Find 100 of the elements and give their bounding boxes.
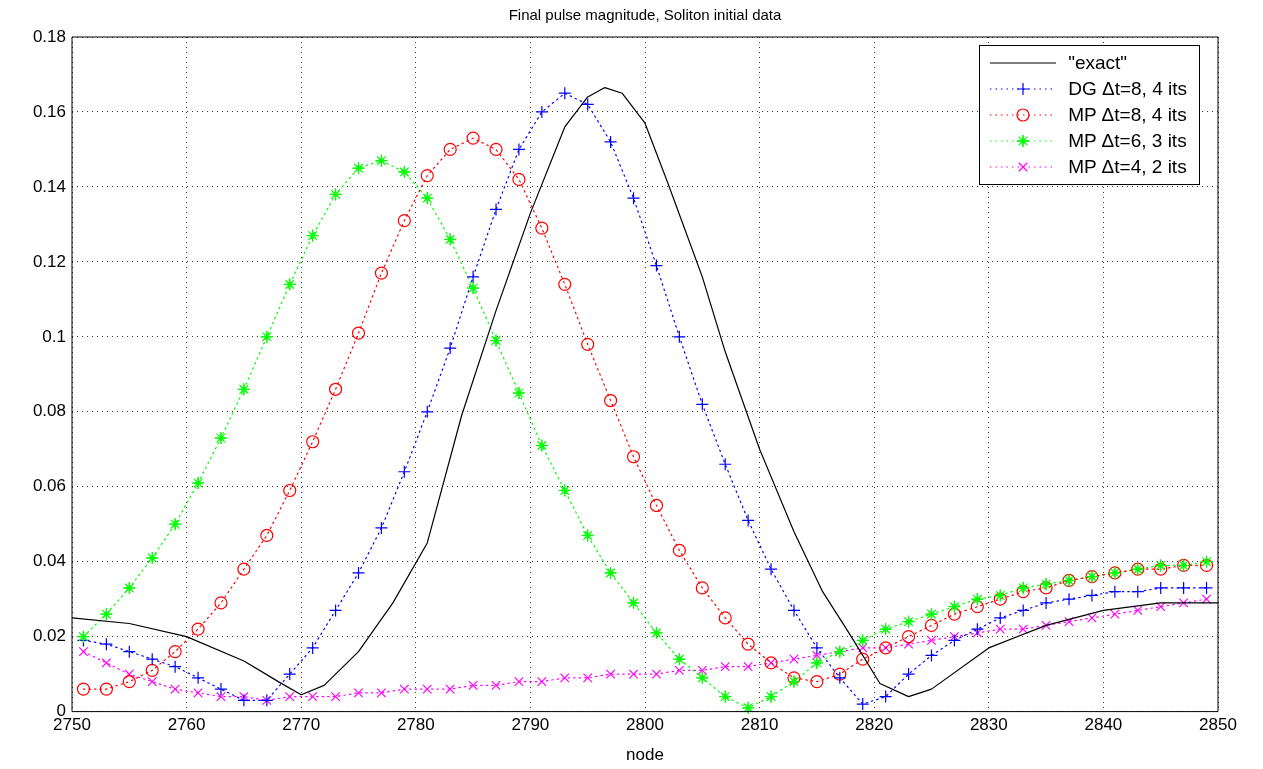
point [191, 622, 205, 636]
point [1041, 620, 1051, 631]
point [239, 691, 249, 702]
point [168, 517, 182, 531]
point [672, 330, 686, 344]
point [947, 607, 962, 621]
point [558, 86, 572, 100]
point [284, 691, 295, 702]
point [191, 476, 205, 490]
point [283, 483, 297, 498]
point [397, 214, 411, 228]
point [351, 566, 366, 580]
point [1064, 616, 1074, 627]
point [1131, 585, 1145, 599]
point [764, 690, 778, 704]
point [879, 690, 893, 704]
point [558, 277, 572, 291]
point [445, 684, 456, 694]
point [351, 326, 366, 340]
point [649, 259, 664, 273]
point [972, 628, 983, 638]
point [993, 592, 1007, 606]
point [901, 667, 916, 681]
point [306, 229, 320, 243]
point [122, 581, 136, 595]
point [1177, 581, 1191, 595]
point [926, 635, 937, 646]
point [468, 680, 478, 691]
point [924, 648, 939, 662]
point [604, 393, 618, 408]
point [924, 618, 939, 632]
point [718, 690, 732, 704]
point [672, 652, 686, 666]
x-tick-label: 2840 [1084, 715, 1123, 735]
point [168, 660, 182, 674]
point [397, 465, 411, 479]
point [718, 611, 732, 625]
point [237, 693, 251, 707]
point [605, 669, 616, 679]
point [925, 607, 938, 621]
point [330, 691, 341, 702]
point [491, 680, 501, 691]
point [191, 671, 205, 685]
point [995, 624, 1006, 634]
point [857, 643, 868, 653]
y-tick-label: 0.06 [32, 476, 66, 496]
point [649, 626, 663, 640]
point [76, 682, 91, 696]
legend-label: DG Δt=8, 4 its [1068, 78, 1187, 100]
point [970, 622, 984, 636]
point [101, 658, 112, 668]
point [833, 671, 847, 685]
point [1199, 558, 1214, 573]
point [628, 669, 639, 679]
x-tick-label: 2800 [626, 715, 664, 735]
point [124, 669, 135, 679]
point [168, 645, 182, 659]
point [420, 169, 434, 183]
point [122, 645, 136, 659]
point [147, 676, 158, 687]
point [535, 105, 549, 119]
point [99, 607, 113, 621]
point [512, 172, 526, 187]
point [353, 688, 364, 698]
point [466, 281, 480, 295]
point [1016, 603, 1030, 618]
point [993, 611, 1007, 625]
point [352, 161, 365, 175]
point [1155, 601, 1166, 612]
point [1016, 581, 1030, 595]
point [99, 637, 113, 651]
point [374, 266, 389, 280]
point [833, 667, 847, 681]
point [810, 641, 824, 655]
point [1085, 588, 1099, 603]
point [741, 701, 755, 715]
point [604, 135, 618, 149]
point [604, 566, 618, 580]
point [651, 669, 662, 679]
y-tick-label: 0.04 [32, 551, 66, 571]
point [1178, 598, 1189, 608]
point [810, 675, 824, 689]
point [283, 277, 297, 291]
legend-label: MP Δt=6, 3 its [1068, 130, 1187, 152]
point [466, 131, 480, 145]
point [856, 652, 870, 666]
x-tick-label: 2830 [969, 715, 1008, 735]
point [99, 682, 113, 696]
point [970, 592, 984, 606]
x-tick-label: 2790 [511, 715, 550, 735]
point [1087, 613, 1097, 623]
y-tick-label: 0.14 [32, 176, 66, 196]
point [1154, 581, 1168, 595]
point [741, 513, 755, 528]
point [1108, 585, 1122, 599]
point [581, 97, 595, 112]
x-tick-label: 2770 [282, 715, 321, 735]
point [947, 633, 962, 647]
point [558, 483, 572, 497]
point [237, 562, 251, 576]
